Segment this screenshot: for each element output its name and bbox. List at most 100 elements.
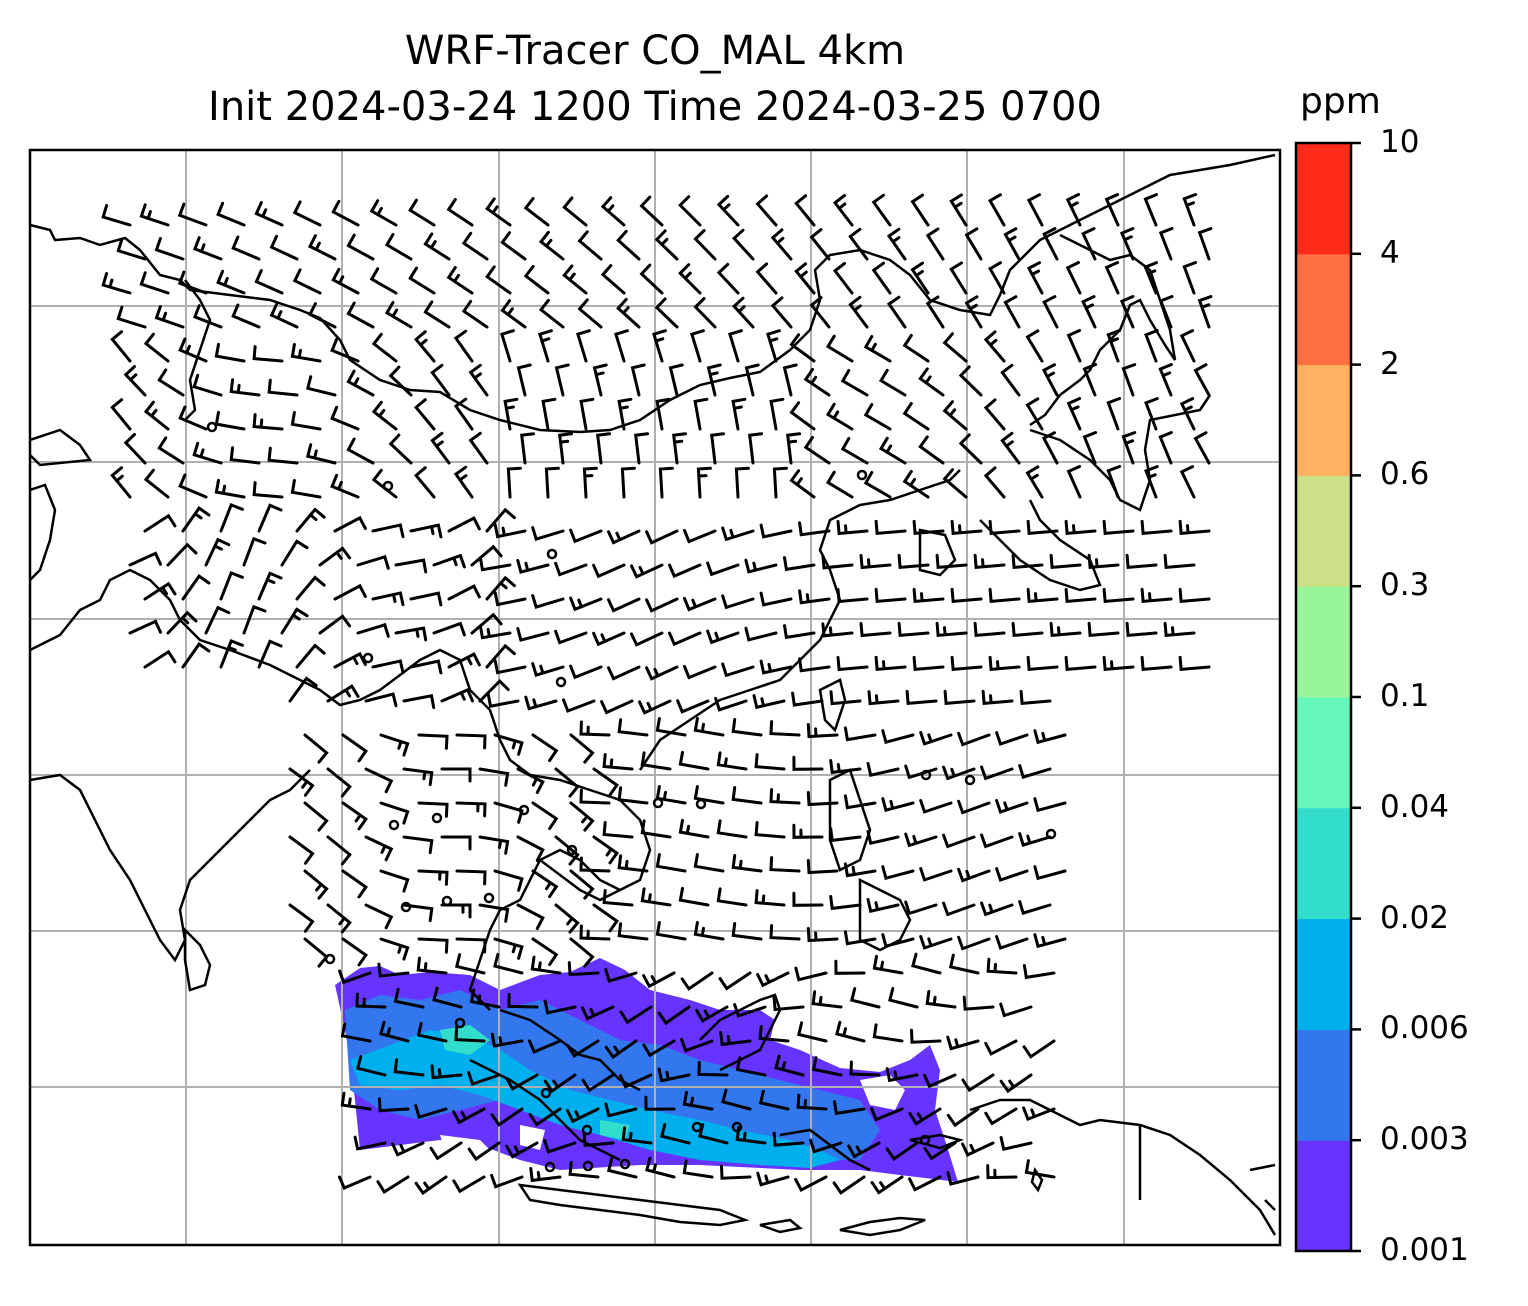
wind-barb xyxy=(1026,261,1044,295)
wind-barb xyxy=(470,612,503,635)
wind-barb xyxy=(379,937,410,961)
wind-barb xyxy=(485,265,512,295)
wind-barb xyxy=(630,563,664,579)
wind-barb xyxy=(794,966,828,982)
wind-barb xyxy=(782,363,798,397)
wind-barb xyxy=(333,651,367,669)
wind-barb xyxy=(721,662,755,678)
wind-barb xyxy=(770,228,793,261)
wind-barb xyxy=(943,689,976,706)
wind-barb xyxy=(531,662,565,677)
wind-barb xyxy=(290,411,322,431)
wind-barb xyxy=(866,830,900,845)
wind-barb xyxy=(1158,431,1173,465)
wind-barb xyxy=(655,921,687,941)
wind-barb xyxy=(642,1039,676,1058)
wind-barb xyxy=(716,194,740,227)
plume-clear-gaps xyxy=(440,1075,905,1165)
wind-barb xyxy=(166,542,198,567)
colorbar-block-5 xyxy=(1296,586,1351,698)
wind-barb xyxy=(696,466,712,499)
wind-barb xyxy=(116,237,147,261)
wind-barb xyxy=(579,397,595,431)
wind-barb xyxy=(402,903,434,923)
wind-barb xyxy=(617,397,633,431)
wind-barb xyxy=(157,368,185,397)
wind-barb xyxy=(999,1136,1033,1151)
wind-barb xyxy=(942,765,976,781)
wind-barb xyxy=(791,691,824,707)
wind-barb xyxy=(110,466,132,499)
wind-barb xyxy=(371,523,405,539)
wind-barb xyxy=(919,731,953,746)
wind-barb xyxy=(267,446,299,465)
wind-barb xyxy=(693,717,725,737)
wind-barb xyxy=(1143,261,1158,295)
wind-barb xyxy=(292,268,322,295)
wind-barb xyxy=(377,1097,410,1113)
wind-barb xyxy=(219,570,244,601)
wind-barb xyxy=(806,927,839,943)
wind-barb xyxy=(531,526,565,541)
wind-barb xyxy=(1102,587,1135,604)
wind-barb xyxy=(384,233,413,261)
wind-barb xyxy=(983,398,1006,431)
wind-barb xyxy=(417,937,449,954)
wind-barb xyxy=(1026,587,1059,604)
wind-barb xyxy=(516,835,545,862)
wind-barb xyxy=(1121,363,1137,397)
wind-barb xyxy=(154,305,185,329)
wind-barb xyxy=(303,937,329,968)
wind-barb xyxy=(432,986,463,1009)
wind-barb xyxy=(364,692,398,708)
wind-barb xyxy=(925,227,945,261)
wind-barb xyxy=(452,1107,486,1125)
wind-barb xyxy=(878,436,907,465)
colorbar-block-4 xyxy=(1296,697,1351,809)
wind-barb xyxy=(1011,553,1044,570)
wind-barb xyxy=(848,295,869,329)
wind-barb xyxy=(769,924,801,941)
wind-barb xyxy=(902,402,930,431)
wind-barb xyxy=(678,818,710,839)
wind-barb xyxy=(1106,397,1122,431)
wind-barb xyxy=(500,231,527,261)
wind-barb xyxy=(1182,261,1198,295)
wind-barb xyxy=(988,193,1006,227)
wind-barb xyxy=(988,261,1006,295)
wind-barb xyxy=(796,1093,828,1111)
wind-barb xyxy=(693,921,725,941)
wind-barb xyxy=(440,903,472,919)
wind-barb xyxy=(543,1073,577,1094)
wind-barb xyxy=(143,513,177,533)
wind-barb xyxy=(430,363,451,397)
wind-barb xyxy=(493,952,524,975)
wind-barb xyxy=(644,1095,676,1111)
wind-barb xyxy=(453,465,474,499)
wind-barb xyxy=(1178,519,1211,536)
wind-barb xyxy=(874,587,907,604)
wind-barb xyxy=(432,621,466,637)
wind-barb xyxy=(269,302,299,329)
wind-barb xyxy=(523,265,550,295)
wind-barb xyxy=(783,624,816,640)
wind-barb xyxy=(493,591,527,607)
wind-barb xyxy=(840,437,869,465)
wind-barb xyxy=(706,629,740,645)
wind-barb xyxy=(912,519,945,536)
wind-barb xyxy=(759,659,793,675)
wind-barb xyxy=(364,835,394,862)
wind-barb xyxy=(346,301,375,329)
wind-barb xyxy=(490,1107,524,1127)
wind-barb xyxy=(946,1035,980,1051)
wind-barb xyxy=(307,302,337,329)
wind-barb xyxy=(668,363,684,397)
wind-barb xyxy=(849,1060,881,1077)
wind-barb xyxy=(950,655,983,672)
wind-barb xyxy=(866,898,900,913)
wind-barb xyxy=(569,801,595,832)
wind-barb xyxy=(957,799,991,815)
wind-barb xyxy=(1081,227,1097,261)
wind-barb xyxy=(1003,295,1021,329)
wind-barb xyxy=(409,659,443,675)
